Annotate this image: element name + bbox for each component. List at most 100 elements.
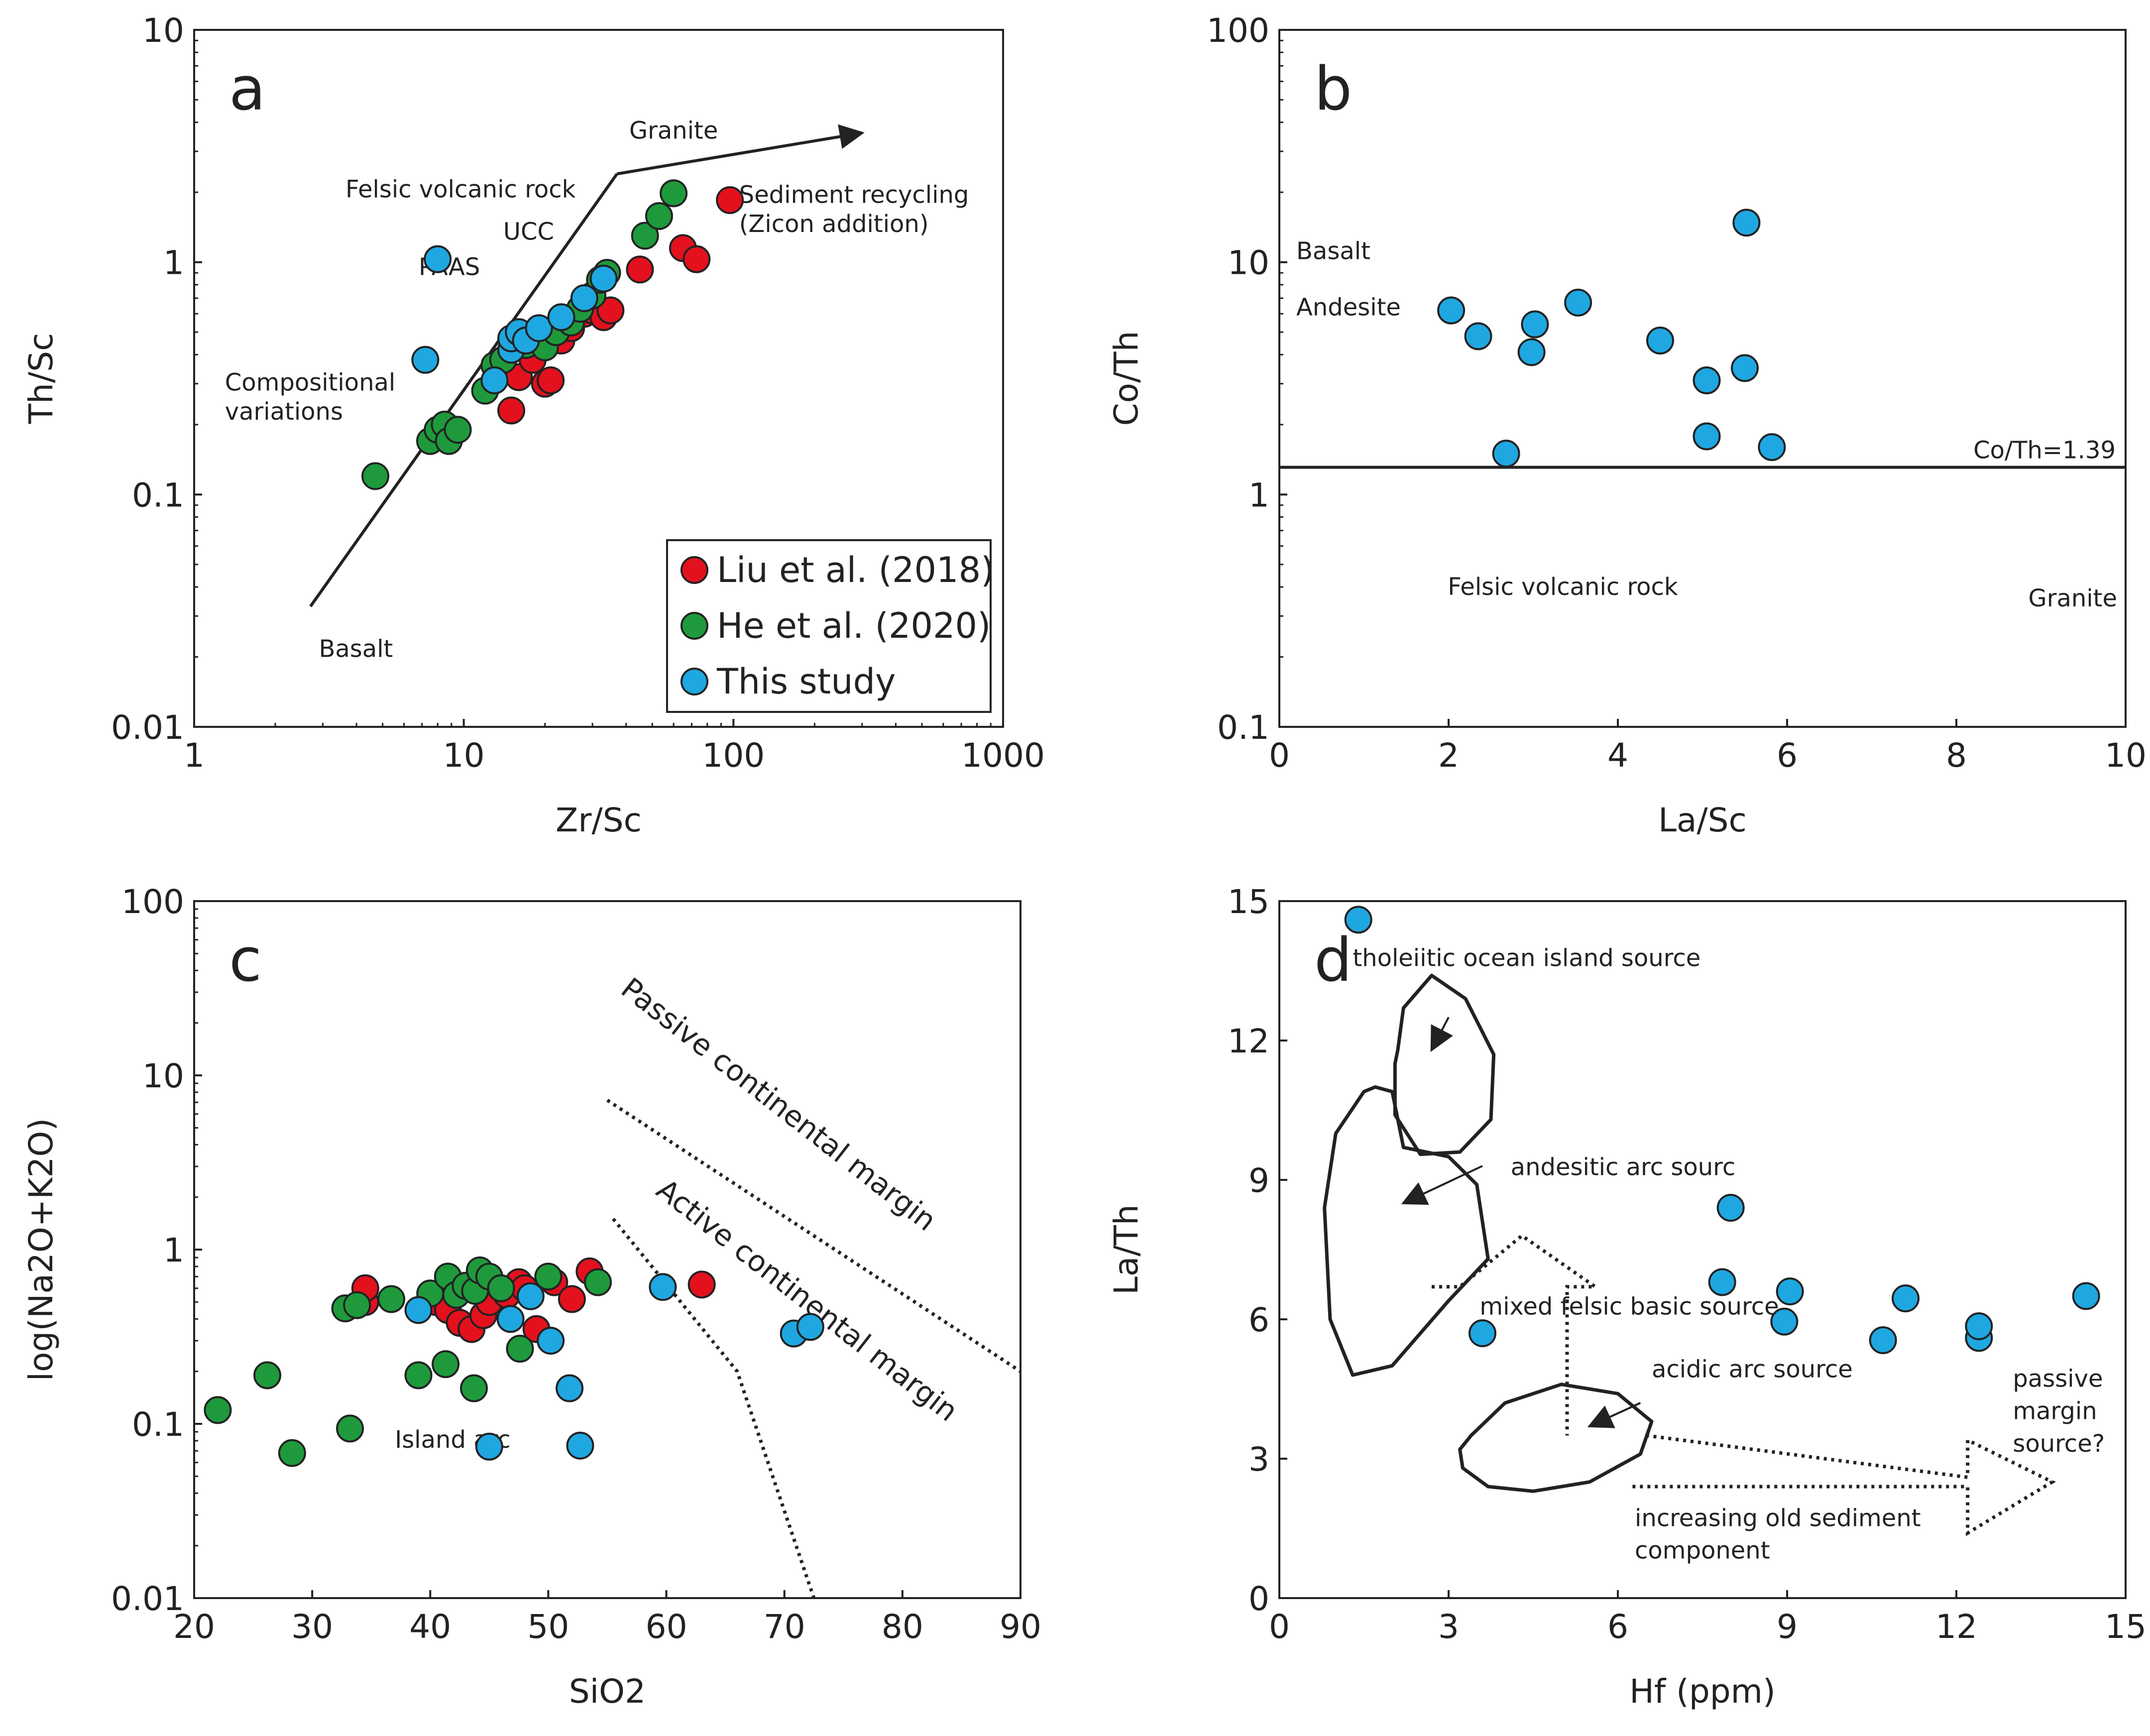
data-point [497, 396, 526, 425]
annotation-label: increasing old sediment [1635, 1504, 1921, 1532]
data-point [566, 1431, 594, 1460]
data-point [278, 1439, 306, 1467]
annotation-label: variations [225, 398, 343, 426]
annotation-label: (Zicon addition) [739, 210, 929, 238]
data-point [1492, 440, 1520, 468]
data-point [1869, 1326, 1897, 1354]
data-point [496, 1305, 525, 1333]
trend-line-0 [309, 173, 618, 607]
y-tick-label: 3 [1248, 1440, 1269, 1479]
x-tick-label: 50 [527, 1608, 569, 1646]
panel-b: 0 2 4 6 8 10 0.1 1 10 100 La/Sc Co/Th b Co/Th=1.39 Bas… [1107, 11, 2147, 839]
legend-label: Liu et al. (2018) [717, 550, 994, 590]
data-point [596, 296, 625, 325]
x-tick-label: 80 [882, 1608, 923, 1646]
data-point [534, 1263, 563, 1291]
data-point [716, 186, 744, 214]
annotation-label: Felsic volcanic rock [345, 176, 576, 204]
x-tick-label: 3 [1438, 1608, 1459, 1646]
y-tick-label: 1 [163, 244, 184, 282]
data-point [343, 1291, 371, 1319]
data-point [475, 1432, 503, 1461]
data-point [1770, 1307, 1799, 1336]
x-tick-label: 30 [291, 1608, 333, 1646]
data-point [1965, 1312, 1993, 1340]
annotation-label: Andesite [1296, 294, 1401, 322]
data-point [404, 1296, 433, 1324]
y-axis-label: La/Th [1107, 1204, 1145, 1295]
data-point [649, 1273, 677, 1301]
y-tick-label: 10 [142, 11, 184, 50]
y-tick-label: 9 [1248, 1161, 1269, 1200]
data-point [1564, 288, 1592, 317]
legend-label: He et al. (2020) [717, 605, 991, 646]
y-tick-label: 0.01 [111, 708, 184, 747]
data-point [1892, 1284, 1920, 1312]
data-point [253, 1361, 282, 1389]
y-tick-label: 1 [1248, 476, 1269, 514]
panel-label: a [229, 55, 266, 124]
data-point [460, 1374, 488, 1402]
trend-hollow-arrow-0 [1432, 1233, 1601, 1436]
y-tick-label: 10 [1228, 244, 1269, 282]
x-tick-label: 6 [1607, 1608, 1628, 1646]
data-point [1646, 327, 1674, 355]
y-tick-label: 100 [121, 883, 184, 921]
annotation-label: component [1635, 1537, 1770, 1565]
x-tick-label: 90 [1000, 1608, 1041, 1646]
x-tick-label: 20 [173, 1608, 215, 1646]
y-tick-label: 12 [1228, 1022, 1269, 1060]
trend-hollow-arrow-1 [1629, 1433, 2056, 1536]
y-tick-label: 0.1 [132, 476, 184, 514]
x-tick-label: 40 [409, 1608, 451, 1646]
x-tick-label: 100 [702, 736, 765, 775]
data-point [480, 366, 509, 395]
legend-marker [680, 668, 708, 695]
data-point [537, 366, 565, 395]
x-tick-label: 1000 [961, 736, 1045, 775]
data-point [1693, 422, 1721, 451]
annotation-label: Granite [2029, 584, 2117, 612]
data-point [1693, 366, 1721, 395]
y-tick-label: 100 [1207, 11, 1269, 50]
y-tick-label: 0.01 [111, 1580, 184, 1618]
x-axis-label: Hf (ppm) [1629, 1672, 1775, 1711]
data-point [1521, 310, 1549, 339]
data-point [1731, 354, 1759, 382]
panel-label: b [1314, 55, 1352, 124]
data-point [1344, 906, 1372, 934]
x-axis-label: La/Sc [1658, 801, 1747, 839]
annotation-label: andesitic arc sourc [1511, 1154, 1736, 1181]
legend-box [666, 539, 992, 713]
data-point [411, 346, 440, 374]
panel-a: 1 10 100 1000 0.01 0.1 1 10 Zr/Sc Th/Sc a Granite Fe… [22, 11, 1045, 839]
y-tick-label: 6 [1248, 1301, 1269, 1339]
x-axis-label: Zr/Sc [556, 801, 642, 839]
data-point [1437, 296, 1466, 325]
data-point [626, 255, 654, 284]
data-point [506, 1335, 534, 1363]
trend-line-1 [616, 124, 865, 176]
annotation-label: Felsic volcanic rock [1448, 573, 1678, 601]
data-point [796, 1313, 824, 1341]
annotation-label: Basalt [319, 635, 393, 663]
data-point [361, 462, 390, 490]
legend-marker [680, 556, 708, 584]
data-point [547, 303, 575, 332]
panel-label: c [229, 926, 262, 995]
data-point [377, 1285, 406, 1313]
plot-frame [1278, 29, 2127, 728]
data-point [444, 416, 472, 444]
annotation-label: Compositional [225, 369, 396, 397]
x-tick-label: 0 [1269, 736, 1290, 775]
annotation-label: mixed felsic basic source [1479, 1293, 1779, 1321]
data-point [537, 1327, 565, 1355]
annotation-label: Sediment recycling [739, 181, 969, 209]
data-point [645, 202, 673, 230]
y-tick-label: 10 [142, 1057, 184, 1095]
annotation-label: Basalt [1296, 237, 1370, 265]
annotation-label: margin [2013, 1397, 2097, 1425]
y-tick-label: 15 [1228, 883, 1269, 921]
